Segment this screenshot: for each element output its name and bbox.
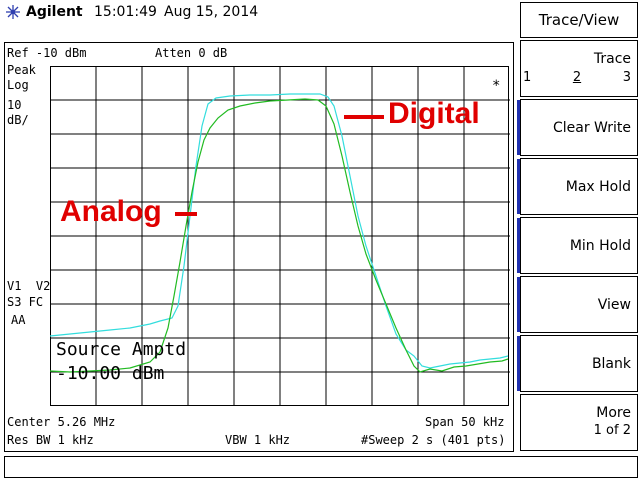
digital-annotation-line: [344, 115, 384, 119]
video-average-status: V1 V2: [7, 279, 51, 293]
source-amplitude-value: -10.00 dBm: [56, 363, 165, 384]
source-amplitude-title: Source Amptd: [56, 339, 187, 360]
trace-option-2: 2: [572, 70, 582, 85]
clock-time: 15:01:49: [94, 4, 157, 20]
menu-title: Trace/View: [520, 2, 638, 38]
analog-trace: [50, 98, 509, 373]
softkey-accent: [517, 277, 520, 332]
analog-annotation: Analog: [60, 195, 162, 228]
scale-unit-readout: dB/: [7, 113, 29, 127]
trace-mode-status: AA: [11, 313, 26, 327]
min-hold-softkey[interactable]: Min Hold: [517, 217, 638, 274]
digital-trace: [50, 93, 509, 369]
brand-name: Agilent: [26, 4, 83, 20]
agilent-logo-icon: [6, 5, 20, 19]
trace-softkey-label: Trace: [593, 51, 631, 67]
max-hold-label: Max Hold: [565, 179, 631, 195]
blank-label: Blank: [591, 356, 631, 372]
resolution-bandwidth-readout: Res BW 1 kHz: [7, 433, 94, 447]
softkey-panel: Trace/View Trace 1 2 3 Clear Write Max H…: [516, 0, 640, 480]
span-readout: Span 50 kHz: [425, 415, 505, 429]
spectrum-display: Ref -10 dBm Atten 0 dB Peak Log 10 dB/ V…: [4, 42, 514, 452]
more-label: More: [596, 405, 631, 421]
softkey-accent: [517, 218, 520, 273]
softkey-accent: [517, 336, 520, 391]
min-hold-label: Min Hold: [569, 238, 631, 254]
attenuation-readout: Atten 0 dB: [155, 46, 228, 60]
trace-option-3: 3: [622, 70, 631, 85]
sweep-time-readout: #Sweep 2 s (401 pts): [361, 433, 506, 447]
graticule: *: [50, 66, 510, 406]
softkey-accent: [517, 159, 520, 214]
scale-value-readout: 10: [7, 98, 22, 112]
marker-indicator: *: [492, 78, 500, 94]
softkey-accent: [517, 100, 520, 155]
blank-softkey[interactable]: Blank: [517, 335, 638, 392]
graticule-grid: [50, 66, 510, 406]
video-bandwidth-readout: VBW 1 kHz: [225, 433, 291, 447]
analog-annotation-line: [175, 212, 197, 216]
trace-options: 1 2 3: [523, 70, 631, 85]
clear-write-label: Clear Write: [552, 120, 631, 136]
clear-write-softkey[interactable]: Clear Write: [517, 99, 638, 156]
sweep-status: S3 FC: [7, 295, 44, 309]
ref-level-readout: Ref -10 dBm: [7, 46, 87, 60]
more-page-indicator: 1 of 2: [593, 423, 631, 438]
view-label: View: [597, 297, 631, 313]
scale-type-readout: Log: [7, 78, 29, 92]
trace-softkey[interactable]: Trace 1 2 3: [520, 40, 638, 97]
digital-annotation: Digital: [388, 97, 480, 130]
clock-date: Aug 15, 2014: [164, 4, 259, 20]
detector-readout: Peak: [7, 63, 36, 77]
max-hold-softkey[interactable]: Max Hold: [517, 158, 638, 215]
header-bar: Agilent 15:01:49 Aug 15, 2014: [4, 2, 512, 24]
status-message-bar: [4, 456, 638, 478]
more-softkey[interactable]: More 1 of 2: [520, 394, 638, 451]
center-frequency-readout: Center 5.26 MHz: [7, 415, 116, 429]
trace-option-1: 1: [523, 70, 532, 85]
view-softkey[interactable]: View: [517, 276, 638, 333]
